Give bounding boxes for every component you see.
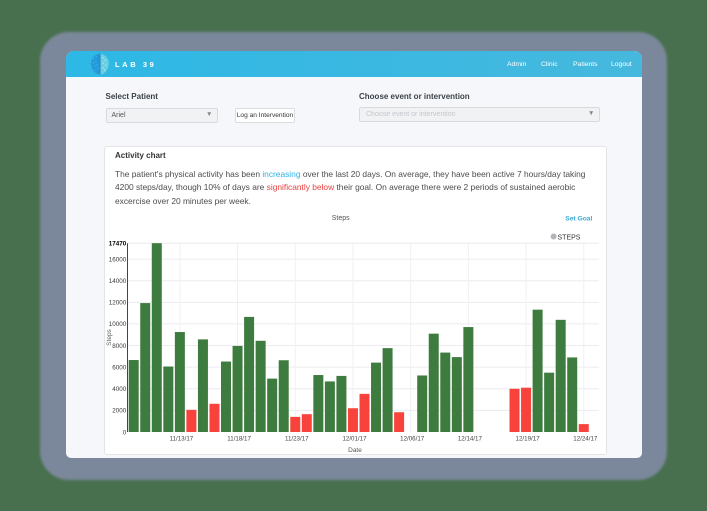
svg-text:Steps: Steps <box>332 215 350 222</box>
svg-text:2000: 2000 <box>112 408 127 415</box>
svg-text:STEPS: STEPS <box>558 234 581 241</box>
svg-text:12000: 12000 <box>109 300 127 307</box>
svg-text:10000: 10000 <box>109 321 127 328</box>
svg-text:6000: 6000 <box>112 364 127 371</box>
svg-text:12/14/17: 12/14/17 <box>458 436 483 443</box>
svg-text:12/01/17: 12/01/17 <box>342 436 367 443</box>
svg-text:Date: Date <box>348 447 362 453</box>
svg-text:4000: 4000 <box>112 386 127 393</box>
svg-text:12/19/17: 12/19/17 <box>516 436 541 443</box>
svg-text:11/23/17: 11/23/17 <box>285 436 309 443</box>
svg-text:11/13/17: 11/13/17 <box>170 436 194 443</box>
svg-text:8000: 8000 <box>112 343 127 350</box>
svg-text:Steps: Steps <box>106 328 113 345</box>
svg-text:16000: 16000 <box>109 256 127 263</box>
svg-text:17470: 17470 <box>109 241 127 248</box>
svg-text:Set Goal: Set Goal <box>565 216 592 223</box>
svg-text:11/18/17: 11/18/17 <box>227 436 251 443</box>
svg-text:14000: 14000 <box>109 278 127 285</box>
svg-text:12/06/17: 12/06/17 <box>400 436 425 443</box>
svg-text:0: 0 <box>123 429 127 436</box>
svg-text:12/24/17: 12/24/17 <box>573 436 598 443</box>
